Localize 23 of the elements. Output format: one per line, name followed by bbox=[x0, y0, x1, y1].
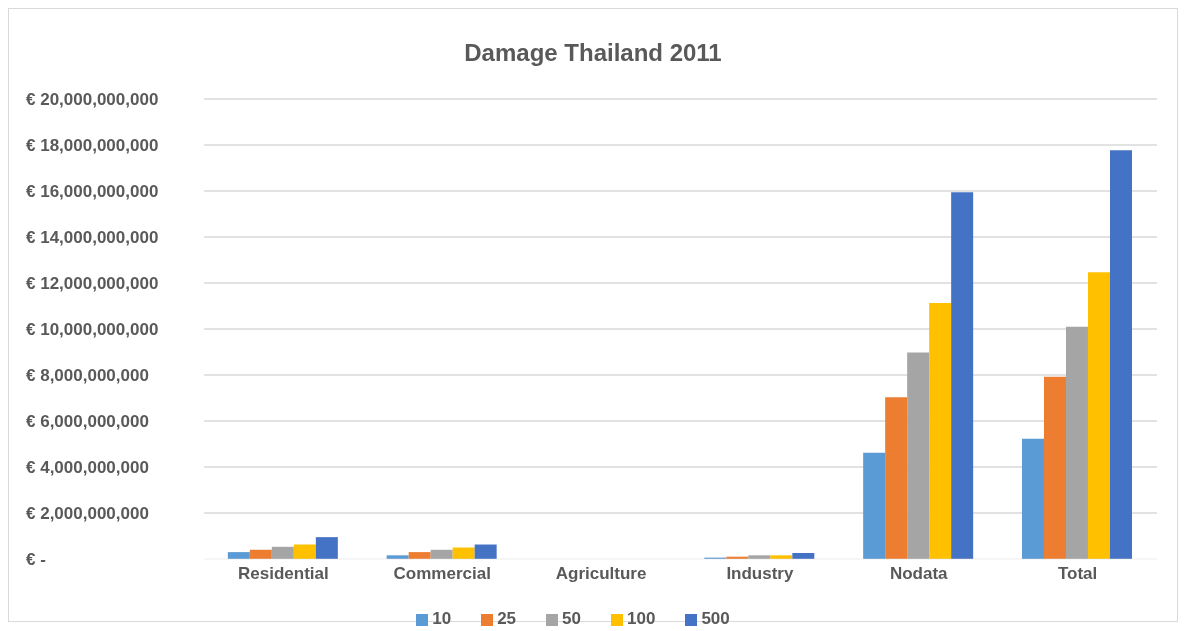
legend-label: 500 bbox=[701, 609, 730, 628]
x-tick-label: Industry bbox=[726, 564, 794, 584]
x-tick-label: Residential bbox=[238, 564, 329, 584]
legend-label: 100 bbox=[627, 609, 656, 628]
y-tick-label: € 6,000,000,000 bbox=[26, 412, 149, 432]
y-tick-label: € 20,000,000,000 bbox=[26, 90, 159, 110]
y-tick-label: € 8,000,000,000 bbox=[26, 366, 149, 386]
y-tick-label: € - bbox=[26, 550, 46, 570]
x-tick-label: Total bbox=[1057, 564, 1098, 584]
y-tick-label: € 16,000,000,000 bbox=[26, 182, 159, 202]
x-tick-label: Nodata bbox=[889, 564, 949, 584]
y-tick-label: € 14,000,000,000 bbox=[26, 228, 159, 248]
y-tick-label: € 10,000,000,000 bbox=[26, 320, 159, 340]
chart-title: Damage Thailand 2011 bbox=[463, 39, 723, 68]
y-tick-label: € 4,000,000,000 bbox=[26, 458, 149, 478]
y-tick-label: € 18,000,000,000 bbox=[26, 136, 159, 156]
y-tick-label: € 2,000,000,000 bbox=[26, 504, 149, 524]
legend-label: 10 bbox=[432, 609, 452, 628]
legend-label: 25 bbox=[497, 609, 517, 628]
x-tick-label: Agriculture bbox=[555, 564, 647, 584]
x-tick-label: Commercial bbox=[393, 564, 491, 584]
legend-label: 50 bbox=[562, 609, 581, 628]
y-tick-label: € 12,000,000,000 bbox=[26, 274, 159, 294]
